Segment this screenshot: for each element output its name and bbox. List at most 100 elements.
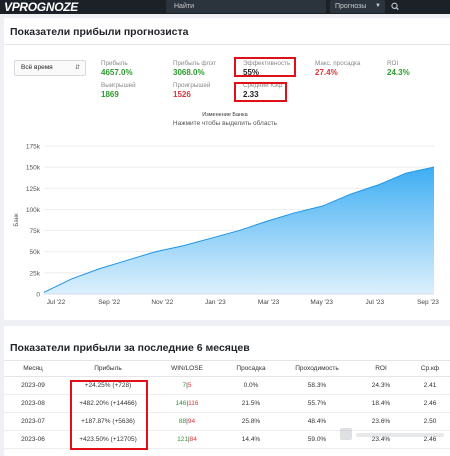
col-month-header: Месяц (4, 362, 62, 377)
col-drawdown-header: Просадка (220, 362, 282, 377)
cell-winlose: 146|116 (154, 394, 220, 413)
cell-pass: 59.0% (282, 430, 352, 449)
stat-efficiency: Эффективность 55% (243, 60, 290, 78)
period-select[interactable]: Всё время ⇵ (14, 60, 86, 76)
cell-roi: 23.4% (352, 430, 410, 449)
col-pass-header: Проходимость (282, 362, 352, 377)
stat-lost: Проигрышей 1526 (173, 82, 210, 100)
y-tick-label: 0 (36, 292, 40, 299)
table-row: 2023-07 +187.87% (+5636) 88|94 25.8% 48.… (4, 412, 450, 431)
stat-roi: ROI 24.3% (387, 60, 410, 78)
cell-drawdown: 14.4% (220, 430, 282, 449)
cell-avg: 2.46 (410, 430, 450, 449)
x-tick-label: Nov '22 (151, 299, 173, 306)
y-tick-label: 150k (26, 165, 41, 172)
cell-drawdown: 25.8% (220, 412, 282, 431)
cell-lose: 116 (188, 399, 199, 407)
cell-winlose: 121|84 (154, 430, 220, 449)
y-tick-label: 25k (30, 270, 41, 277)
stat-profit-flat-label: Прибыль флэт (173, 60, 217, 67)
cell-roi: 23.6% (352, 412, 410, 431)
stat-lost-label: Проигрышей (173, 82, 211, 89)
col-winlose-header: WIN/LOSE (154, 362, 220, 377)
x-tick-label: Sep '22 (98, 299, 120, 306)
cell-drawdown: 0.0% (220, 376, 282, 395)
stat-profit-label: Прибыль (101, 60, 128, 67)
chart-subtitle: Нажмите чтобы выделить область (173, 119, 278, 127)
cell-month: 2023-07 (4, 412, 62, 431)
bank-chart[interactable]: Изменение Банка Нажмите чтобы выделить об… (10, 106, 440, 313)
cell-avg: 2.46 (410, 394, 450, 413)
x-tick-label: Sep '23 (417, 299, 439, 306)
profit-card-title: Показатели прибыли прогнозиста (10, 26, 189, 38)
stat-efficiency-label: Эффективность (243, 60, 291, 67)
chart-title: Изменение Банка (202, 112, 248, 118)
stat-max-drawdown: Макс. просадка 27.4% (315, 60, 360, 78)
cell-roi: 24.3% (352, 376, 410, 395)
search-category-select[interactable]: Прогнозы ▼ (330, 0, 385, 13)
cell-winlose: 88|94 (154, 412, 220, 431)
stat-profit-flat-value: 3068.0% (173, 68, 205, 77)
stat-profit-flat: Прибыль флэт 3068.0% (173, 60, 216, 78)
y-tick-label: 75k (30, 228, 41, 235)
search-icon (391, 2, 399, 11)
stat-max-drawdown-value: 27.4% (315, 68, 338, 77)
site-logo[interactable]: VPROGNOZE (4, 0, 78, 14)
cell-roi: 18.4% (352, 394, 410, 413)
table-row: 2023-09 +24.25% (+728) 7|5 0.0% 58.3% 24… (4, 376, 450, 395)
stat-max-drawdown-label: Макс. просадка (315, 60, 361, 67)
table-row: 2023-06 +423.50% (+12705) 121|84 14.4% 5… (4, 430, 450, 449)
cell-winlose: 7|5 (154, 376, 220, 395)
stat-roi-label: ROI (387, 60, 399, 67)
cell-month: 2023-09 (4, 376, 62, 395)
stat-roi-value: 24.3% (387, 68, 410, 77)
cell-avg: 2.50 (410, 412, 450, 431)
avg-odds-highlight-box (234, 82, 287, 102)
cell-win: 146 (175, 399, 187, 407)
col-roi-header: ROI (352, 362, 410, 377)
profit-column-highlight-box (70, 380, 148, 450)
stat-profit: Прибыль 4657.0% (101, 60, 133, 78)
top-navbar: VPROGNOZE Найти Прогнозы ▼ (0, 0, 450, 14)
efficiency-highlight-box (234, 57, 296, 77)
x-tick-label: Jan '23 (205, 299, 226, 306)
last6-card-divider (4, 360, 450, 361)
cell-win: 7 (182, 381, 187, 389)
cell-lose: 84 (189, 435, 197, 443)
stat-won-label: Выигрышей (101, 82, 136, 89)
cell-lose: 94 (187, 417, 196, 425)
x-tick-label: Jul '23 (366, 299, 385, 306)
period-select-label: Всё время (21, 64, 53, 71)
stat-lost-value: 1526 (173, 90, 191, 99)
cell-profit: +482.20% (+14466) (62, 394, 154, 413)
col-profit-header: Прибыль (62, 362, 154, 377)
stat-efficiency-value: 55% (243, 68, 260, 77)
cell-lose: 5 (187, 381, 192, 389)
last6-table: Месяц Прибыль WIN/LOSE Просадка Проходим… (4, 362, 450, 449)
profit-card-divider (4, 44, 450, 45)
cell-win: 88 (178, 417, 187, 425)
y-tick-label: 50k (30, 249, 41, 256)
y-tick-label: 175k (26, 144, 41, 151)
cell-win: 121 (177, 435, 188, 443)
cell-profit: +187.87% (+5636) (62, 412, 154, 431)
cell-month: 2023-08 (4, 394, 62, 413)
stat-won-value: 1869 (101, 90, 119, 99)
col-avg-header: Ср.кф (410, 362, 450, 377)
cell-month: 2023-06 (4, 430, 62, 449)
y-tick-label: 125k (26, 186, 41, 193)
x-tick-label: Mar '23 (258, 299, 280, 306)
series-line (43, 166, 435, 293)
cell-drawdown: 21.5% (220, 394, 282, 413)
y-axis-label: Банк (14, 213, 20, 227)
cell-profit: +423.50% (+12705) (62, 430, 154, 449)
cell-pass: 55.7% (282, 394, 352, 413)
cell-pass: 58.3% (282, 376, 352, 395)
table-header-row: Месяц Прибыль WIN/LOSE Просадка Проходим… (4, 362, 450, 377)
table-row: 2023-08 +482.20% (+14466) 146|116 21.5% … (4, 394, 450, 413)
y-tick-label: 100k (26, 207, 41, 214)
search-button[interactable] (388, 0, 402, 13)
search-input[interactable]: Найти (166, 0, 326, 13)
watermark-logo (340, 424, 448, 446)
